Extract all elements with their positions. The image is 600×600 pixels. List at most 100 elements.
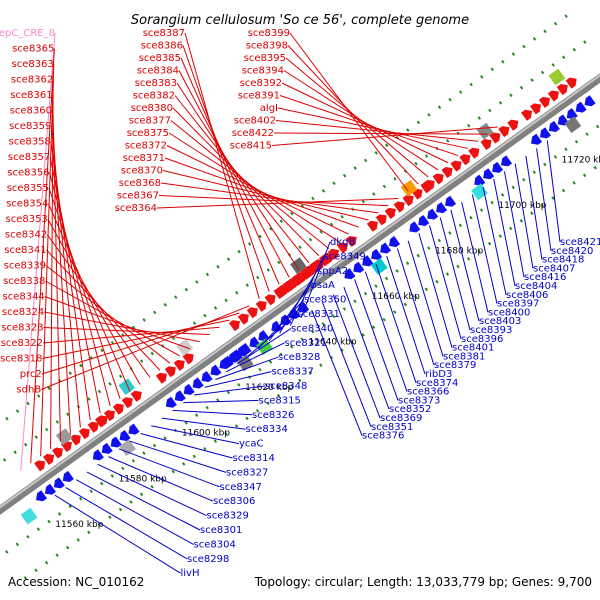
gene-label[interactable]: sce8420 (551, 246, 593, 257)
gene-label[interactable]: sce8407 (533, 263, 575, 274)
reverse-gene-arrow (584, 95, 596, 107)
gene-label[interactable]: sce8340 (291, 323, 333, 334)
gene-label[interactable]: sce8357 (8, 152, 50, 163)
gene-label[interactable]: sce8323 (1, 323, 43, 334)
gene-label[interactable]: sdhB (16, 385, 41, 396)
gene-label[interactable]: sce8377 (129, 116, 171, 127)
gene-label[interactable]: sce8352 (389, 404, 431, 415)
gene-label[interactable]: sce8393 (470, 325, 512, 336)
gene-label[interactable]: sce8415 (230, 141, 272, 152)
forward-gene-arrow (103, 410, 115, 422)
gene-label[interactable]: sce8395 (244, 53, 286, 64)
gene-label[interactable]: sce8373 (398, 395, 440, 406)
gene-label[interactable]: sce8379 (434, 360, 476, 371)
gene-label[interactable]: sce8338 (3, 276, 45, 287)
gene-label[interactable]: dkgB (330, 237, 355, 248)
gene-label[interactable]: sce8365 (12, 44, 54, 55)
gene-label[interactable]: sce8399 (248, 28, 290, 39)
gene-label[interactable]: sce8396 (461, 334, 503, 345)
gene-label[interactable]: sce8400 (488, 307, 530, 318)
gene-label[interactable]: sce8354 (6, 199, 48, 210)
gene-label[interactable]: sce8362 (11, 75, 53, 86)
gene-label[interactable]: livH (181, 568, 200, 579)
gene-label[interactable]: sce8322 (1, 338, 43, 349)
gene-label[interactable]: sce8301 (200, 525, 242, 536)
gene-label[interactable]: sce8376 (362, 431, 404, 442)
gene-label[interactable]: sce8398 (246, 41, 288, 52)
gene-label[interactable]: sce8353 (5, 214, 47, 225)
gene-label[interactable]: sce8384 (137, 66, 179, 77)
gene-label[interactable]: sce8331 (298, 309, 340, 320)
gene-label[interactable]: sce8324 (2, 307, 44, 318)
gene-label[interactable]: sce8356 (7, 168, 49, 179)
gene-label[interactable]: algI (260, 103, 278, 114)
gene-label[interactable]: bsaA (311, 280, 336, 291)
gene-label[interactable]: sce8391 (238, 91, 280, 102)
gene-label[interactable]: sce8375 (127, 128, 169, 139)
gene-label[interactable]: sce8355 (7, 183, 49, 194)
gene-label[interactable]: sce8350 (304, 295, 346, 306)
gene-label[interactable]: prc2 (20, 369, 42, 380)
gene-label[interactable]: sce8342 (5, 230, 47, 241)
gene-label[interactable]: sce8348 (265, 381, 307, 392)
gene-label[interactable]: sce8359 (9, 121, 51, 132)
gene-label[interactable]: sce8369 (380, 413, 422, 424)
gene-label[interactable]: sce8385 (139, 53, 181, 64)
gene-label[interactable]: sce8341 (4, 245, 46, 256)
gene-label[interactable]: sce8349 (324, 251, 366, 262)
gene-label[interactable]: sce8318 (0, 354, 42, 365)
gene-label[interactable]: sce8347 (220, 482, 262, 493)
gene-label[interactable]: sce8368 (119, 178, 161, 189)
leader-line (461, 202, 489, 313)
gene-label[interactable]: sce8370 (121, 166, 163, 177)
gene-label[interactable]: sce8304 (194, 539, 236, 550)
gene-label[interactable]: ribD3 (425, 369, 452, 380)
forward-gene-arrow (538, 96, 550, 108)
gene-label[interactable]: sce8327 (226, 467, 268, 478)
gene-label[interactable]: sce8422 (232, 128, 274, 139)
gene-label[interactable]: sce8394 (242, 66, 284, 77)
gene-label[interactable]: sce8386 (141, 41, 183, 52)
gene-label[interactable]: sce8328 (278, 352, 320, 363)
gene-label[interactable]: sce8397 (497, 299, 539, 310)
gene-label[interactable]: sce8381 (443, 351, 485, 362)
gene-label[interactable]: sce8363 (11, 59, 53, 70)
gene-label[interactable]: sce8360 (10, 106, 52, 117)
gene-label[interactable]: sce8321 (285, 338, 327, 349)
gene-label[interactable]: sce8406 (506, 290, 548, 301)
gene-label[interactable]: sce8329 (207, 511, 249, 522)
gene-label[interactable]: sce8403 (479, 316, 521, 327)
gene-label[interactable]: sce8344 (2, 292, 44, 303)
gene-label[interactable]: sce8315 (259, 395, 301, 406)
gene-label[interactable]: sce8298 (187, 554, 229, 565)
gene-label[interactable]: sce8392 (240, 78, 282, 89)
gene-label[interactable]: sce8383 (135, 78, 177, 89)
gene-label[interactable]: sce8374 (416, 378, 458, 389)
gene-label[interactable]: sce8364 (115, 203, 157, 214)
gene-label[interactable]: sce8339 (4, 261, 46, 272)
gene-label[interactable]: sce8371 (123, 153, 165, 164)
gene-label[interactable]: sce8401 (452, 343, 494, 354)
gene-label[interactable]: sce8404 (515, 281, 557, 292)
gene-label[interactable]: sce8326 (252, 410, 294, 421)
gene-label[interactable]: sce8372 (125, 141, 167, 152)
gene-label[interactable]: sce8418 (542, 255, 584, 266)
gene-label[interactable]: sce8337 (272, 367, 314, 378)
gene-label[interactable]: sce8366 (407, 387, 449, 398)
gene-label[interactable]: sce8416 (524, 272, 566, 283)
gene-label[interactable]: sce_HepC_CRE_8 (0, 28, 55, 39)
gene-label[interactable]: sce8382 (133, 91, 175, 102)
gene-label[interactable]: sppA2 (317, 266, 348, 277)
gene-label[interactable]: sce8367 (117, 191, 159, 202)
gene-label[interactable]: sce8351 (371, 422, 413, 433)
gene-label[interactable]: sce8421 (560, 237, 600, 248)
gene-label[interactable]: sce8402 (234, 116, 276, 127)
gene-label[interactable]: sce8358 (8, 137, 50, 148)
gene-label[interactable]: sce8306 (213, 496, 255, 507)
gene-label[interactable]: ycaC (239, 439, 264, 450)
gene-label[interactable]: sce8334 (246, 424, 288, 435)
gene-label[interactable]: sce8380 (131, 103, 173, 114)
gene-label[interactable]: sce8314 (233, 453, 275, 464)
gene-label[interactable]: sce8361 (10, 90, 52, 101)
gene-label[interactable]: sce8387 (143, 28, 185, 39)
